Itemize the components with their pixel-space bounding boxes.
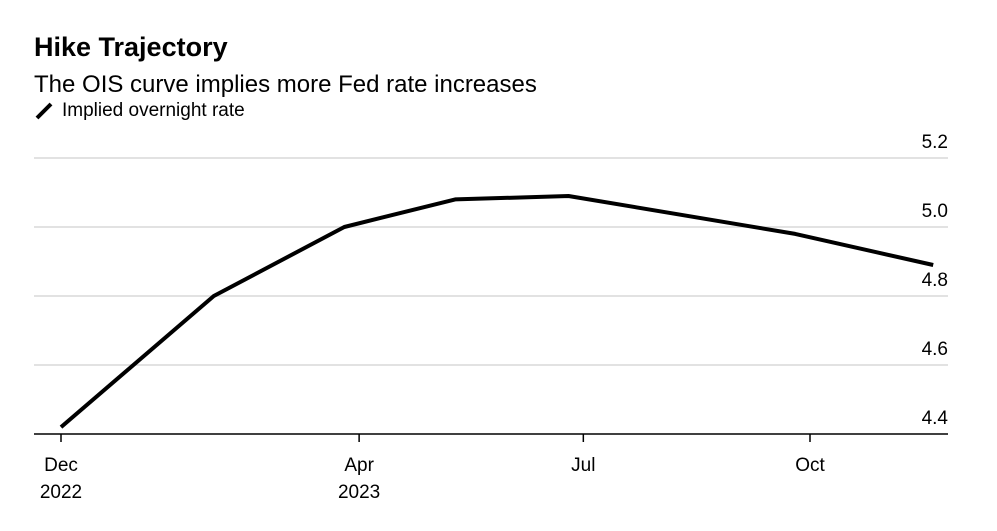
x-tick-label-jul: Jul bbox=[571, 455, 595, 476]
y-tick-label-5.2: 5.2 bbox=[922, 132, 948, 153]
series-line-implied-overnight-rate bbox=[59, 194, 934, 429]
chart-subtitle: The OIS curve implies more Fed rate incr… bbox=[34, 71, 537, 98]
legend: Implied overnight rate bbox=[34, 99, 245, 123]
y-tick-label-4.6: 4.6 bbox=[922, 339, 948, 360]
x-tick-label-apr: Apr bbox=[344, 455, 374, 476]
y-tick-label-4.8: 4.8 bbox=[922, 270, 948, 291]
x-tick-sublabel-2022: 2022 bbox=[40, 482, 82, 503]
y-tick-label-5.0: 5.0 bbox=[922, 201, 948, 222]
x-axis bbox=[34, 433, 948, 442]
legend-entry-label: Implied overnight rate bbox=[62, 100, 245, 121]
x-tick-label-dec: Dec bbox=[44, 455, 78, 476]
x-tick-sublabel-2023: 2023 bbox=[338, 482, 380, 503]
y-tick-label-4.4: 4.4 bbox=[922, 408, 949, 429]
x-tick-label-oct: Oct bbox=[795, 455, 825, 476]
series-group bbox=[59, 194, 934, 429]
legend-line-swatch-icon bbox=[35, 102, 53, 120]
gridlines bbox=[34, 157, 948, 366]
x-axis-labels: Dec 2022 Apr 2023 Jul Oct bbox=[40, 455, 826, 503]
y-axis-labels: 4.4 4.6 4.8 5.0 5.2 bbox=[922, 132, 949, 429]
chart-title: Hike Trajectory bbox=[34, 32, 228, 62]
